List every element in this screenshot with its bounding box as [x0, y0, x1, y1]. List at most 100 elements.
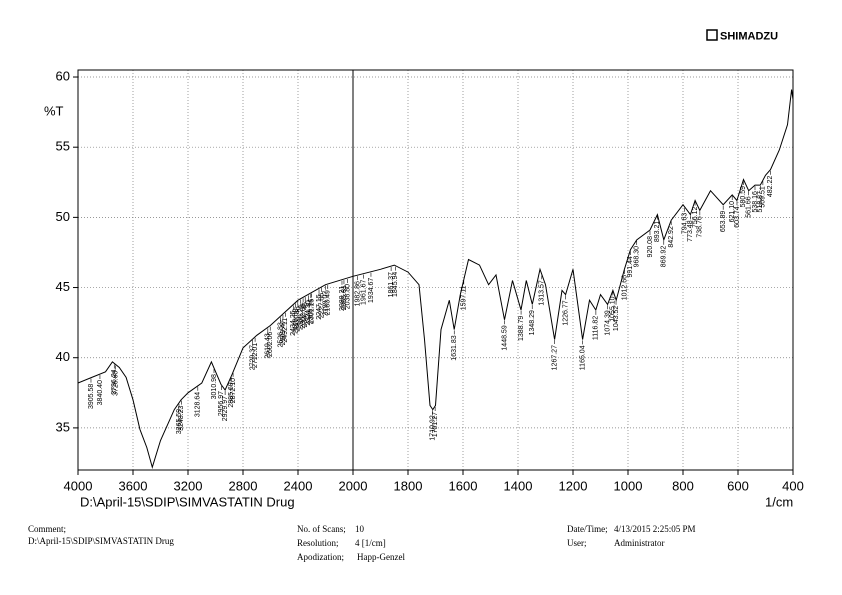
brand: SHIMADZU — [720, 31, 778, 43]
peak-label: 1074.39 — [604, 310, 611, 335]
peak-label: 653.89 — [720, 211, 727, 233]
peak-label: 2183.49 — [325, 290, 332, 315]
x-tick-label: 1600 — [449, 478, 478, 493]
peak-label: 1861.37 — [388, 272, 395, 297]
peak-label: 1597.11 — [461, 285, 468, 310]
peak-label: 869.92 — [661, 246, 668, 268]
footer-label: No. of Scans; — [297, 524, 346, 534]
peak-label: 3840.40 — [97, 380, 104, 405]
peak-label: 2509.47 — [280, 320, 287, 345]
peak-label: 1226.77 — [562, 300, 569, 325]
y-tick-label: 35 — [56, 419, 70, 434]
peak-label: 1934.67 — [368, 278, 375, 303]
peak-label: 773.48 — [687, 220, 694, 242]
peak-label: 3010.98 — [211, 374, 218, 399]
peak-label: 2956.97 — [218, 391, 225, 416]
brand-logo: SHIMADZU — [706, 29, 778, 43]
peak-label: 2619.43 — [265, 333, 272, 358]
x-tick-label: 3600 — [119, 478, 148, 493]
peak-label: 1701.27 — [432, 412, 439, 437]
peak-label: 2712.01 — [252, 343, 259, 368]
peak-label: 1388.79 — [518, 316, 525, 341]
x-tick-label: 2400 — [284, 478, 313, 493]
peak-label: 842.92 — [668, 226, 675, 248]
x-axis-label: 1/cm — [765, 494, 793, 509]
footer-value: Happ-Genzel — [357, 552, 405, 562]
peak-label: 2227.86 — [319, 293, 326, 318]
peak-label: 2199.07 — [322, 291, 329, 316]
x-tick-label: 1000 — [614, 478, 643, 493]
peak-label: 920.08 — [647, 236, 654, 258]
peak-label: 2929.97 — [222, 396, 229, 421]
peak-label: 2729.37 — [250, 345, 257, 370]
x-tick-label: 3200 — [174, 478, 203, 493]
peak-label: 1313.57 — [539, 280, 546, 305]
footer-label: Comment; — [28, 524, 66, 534]
x-tick-label: 2800 — [229, 478, 258, 493]
peak-label: 1710.92 — [429, 415, 436, 440]
peak-label: 561.66 — [745, 196, 752, 218]
peak-label: 509.51 — [760, 186, 767, 208]
footer-value: 4 [1/cm] — [355, 538, 386, 548]
spectrum-line — [77, 89, 794, 469]
footer-label: Resolution; — [297, 538, 339, 548]
logo-icon — [706, 29, 718, 41]
peak-label: 2306.94 — [308, 299, 315, 324]
peak-label: 2885.60 — [228, 382, 235, 407]
peak-label: 1845.94 — [392, 272, 399, 297]
peak-label: 482.22 — [767, 176, 774, 198]
y-tick-label: 40 — [56, 349, 70, 364]
x-tick-label: 1400 — [504, 478, 533, 493]
peak-label: 968.30 — [634, 246, 641, 268]
footer-value: Administrator — [614, 538, 665, 548]
footer-label: User; — [567, 538, 587, 548]
peak-label: 2602.06 — [267, 332, 274, 357]
peak-label: 1961.67 — [360, 280, 367, 305]
peak-label: 621.10 — [729, 201, 736, 223]
peak-label: 3905.58 — [88, 384, 95, 409]
peak-label: 1043.52 — [613, 306, 620, 331]
peak-label: 1055.10 — [610, 296, 617, 321]
peak-label: 580.59 — [740, 186, 747, 208]
footer-label: Date/Time; — [567, 524, 608, 534]
y-tick-label: 50 — [56, 209, 70, 224]
peak-label: 1116.82 — [593, 316, 600, 340]
peak-label: 2872.10 — [230, 378, 237, 403]
peak-label: 2301.15 — [308, 298, 315, 323]
peak-label: 3265.59 — [176, 409, 183, 434]
peak-label: 2038.80 — [345, 284, 352, 309]
peak-label: 3736.24 — [111, 369, 118, 394]
x-tick-label: 2000 — [339, 478, 368, 493]
peak-label: 2434.25 — [290, 310, 297, 335]
y-tick-label: 45 — [56, 279, 70, 294]
peak-label: 1348.29 — [529, 310, 536, 335]
peak-label: 3128.64 — [195, 392, 202, 417]
peak-label: 2347.45 — [302, 302, 309, 327]
y-tick-label: 55 — [56, 139, 70, 154]
sample-path: D:\April-15\SDIP\SIMVASTATIN Drug — [80, 494, 295, 509]
peak-label: 518.87 — [757, 191, 764, 213]
peak-label: 3248.23 — [178, 405, 185, 430]
peak-label: 1448.59 — [501, 325, 508, 350]
footer-value: 10 — [355, 524, 365, 534]
x-tick-label: 800 — [672, 478, 694, 493]
peak-label: 1631.83 — [451, 335, 458, 360]
peak-label: 1982.86 — [355, 281, 362, 306]
peak-label: 538.16 — [752, 191, 759, 213]
peak-label: 893.21 — [654, 221, 661, 243]
peak-label: 2247.15 — [316, 294, 323, 319]
plot-frame — [77, 69, 794, 471]
peak-label: 2418.82 — [292, 308, 299, 333]
footer-value: 4/13/2015 2:25:05 PM — [614, 524, 696, 534]
peak-label: 2380.24 — [298, 305, 305, 330]
x-tick-label: 4000 — [64, 478, 93, 493]
peak-label: 2492.11 — [282, 318, 289, 343]
peak-label: 2526.83 — [277, 322, 284, 347]
peak-label: 3726.60 — [112, 370, 119, 395]
peak-label: 2362.88 — [300, 303, 307, 328]
peak-label: 794.63 — [681, 213, 688, 235]
peak-label: 756.12 — [692, 207, 699, 229]
x-tick-label: 1200 — [559, 478, 588, 493]
